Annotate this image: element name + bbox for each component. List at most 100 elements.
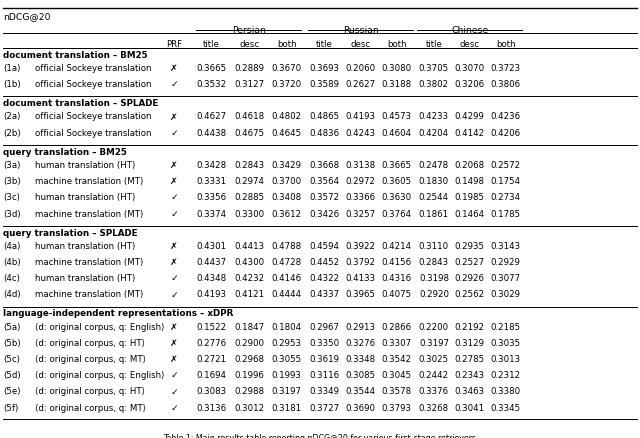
Text: 0.4452: 0.4452 (309, 258, 340, 267)
Text: 0.4146: 0.4146 (271, 274, 302, 283)
Text: ✗: ✗ (170, 339, 178, 348)
Text: 0.3307: 0.3307 (381, 339, 412, 348)
Text: 0.3665: 0.3665 (381, 161, 412, 170)
Text: 0.3136: 0.3136 (196, 404, 227, 413)
Text: 0.4728: 0.4728 (271, 258, 302, 267)
Text: 0.2068: 0.2068 (454, 161, 484, 170)
Text: 0.4233: 0.4233 (419, 113, 449, 121)
Text: ✓: ✓ (170, 388, 178, 396)
Text: machine translation (MT): machine translation (MT) (35, 177, 143, 186)
Text: 0.2442: 0.2442 (419, 371, 449, 380)
Text: 0.3055: 0.3055 (271, 355, 302, 364)
Text: Russian: Russian (343, 26, 378, 35)
Text: 0.2929: 0.2929 (491, 258, 520, 267)
Text: (5a): (5a) (3, 323, 20, 332)
Text: 0.2721: 0.2721 (196, 355, 227, 364)
Text: 0.3589: 0.3589 (310, 80, 339, 89)
Text: ✗: ✗ (170, 64, 178, 73)
Text: 0.3965: 0.3965 (346, 290, 375, 300)
Text: 0.3129: 0.3129 (454, 339, 484, 348)
Text: 0.4133: 0.4133 (345, 274, 376, 283)
Text: 0.3045: 0.3045 (381, 371, 412, 380)
Text: 0.1522: 0.1522 (196, 323, 227, 332)
Text: human translation (HT): human translation (HT) (35, 161, 136, 170)
Text: (2b): (2b) (3, 129, 21, 138)
Text: 0.3300: 0.3300 (234, 209, 265, 219)
Text: 0.4618: 0.4618 (234, 113, 265, 121)
Text: official Sockeye translation: official Sockeye translation (35, 129, 152, 138)
Text: 0.3564: 0.3564 (309, 177, 340, 186)
Text: 0.1861: 0.1861 (419, 209, 449, 219)
Text: 0.3670: 0.3670 (271, 64, 302, 73)
Text: Table 1: Main results table reporting nDCG@20 for various first-stage retrievers: Table 1: Main results table reporting nD… (163, 434, 477, 438)
Text: nDCG@20: nDCG@20 (3, 12, 51, 21)
Text: 0.2974: 0.2974 (235, 177, 264, 186)
Text: machine translation (MT): machine translation (MT) (35, 258, 143, 267)
Text: both: both (277, 40, 296, 49)
Text: ⟨d: original corpus, q: HT⟩: ⟨d: original corpus, q: HT⟩ (35, 388, 145, 396)
Text: 0.3605: 0.3605 (381, 177, 412, 186)
Text: 0.3720: 0.3720 (271, 80, 302, 89)
Text: 0.3380: 0.3380 (490, 388, 521, 396)
Text: 0.3542: 0.3542 (381, 355, 412, 364)
Text: machine translation (MT): machine translation (MT) (35, 290, 143, 300)
Text: 0.2192: 0.2192 (454, 323, 484, 332)
Text: (1a): (1a) (3, 64, 20, 73)
Text: ✗: ✗ (170, 355, 178, 364)
Text: 0.3630: 0.3630 (381, 193, 412, 202)
Text: 0.4299: 0.4299 (454, 113, 484, 121)
Text: 0.4337: 0.4337 (309, 290, 340, 300)
Text: 0.4322: 0.4322 (309, 274, 340, 283)
Text: 0.3035: 0.3035 (490, 339, 521, 348)
Text: 0.1985: 0.1985 (454, 193, 484, 202)
Text: ✗: ✗ (170, 258, 178, 267)
Text: ✗: ✗ (170, 323, 178, 332)
Text: human translation (HT): human translation (HT) (35, 193, 136, 202)
Text: 0.3429: 0.3429 (272, 161, 301, 170)
Text: Chinese: Chinese (451, 26, 488, 35)
Text: 0.2343: 0.2343 (454, 371, 484, 380)
Text: (2a): (2a) (3, 113, 20, 121)
Text: 0.4865: 0.4865 (309, 113, 340, 121)
Text: 0.3181: 0.3181 (271, 404, 302, 413)
Text: 0.3727: 0.3727 (309, 404, 340, 413)
Text: title: title (426, 40, 442, 49)
Text: 0.3138: 0.3138 (345, 161, 376, 170)
Text: ✓: ✓ (170, 290, 178, 300)
Text: 0.4316: 0.4316 (381, 274, 412, 283)
Text: 0.3345: 0.3345 (490, 404, 521, 413)
Text: 0.3700: 0.3700 (271, 177, 302, 186)
Text: 0.3356: 0.3356 (196, 193, 227, 202)
Text: 0.3197: 0.3197 (272, 388, 301, 396)
Text: ✗: ✗ (170, 113, 178, 121)
Text: 0.3572: 0.3572 (309, 193, 340, 202)
Text: query translation – SPLADE: query translation – SPLADE (3, 229, 138, 237)
Text: 0.4156: 0.4156 (381, 258, 412, 267)
Text: official Sockeye translation: official Sockeye translation (35, 113, 152, 121)
Text: ⟨d: original corpus, q: English⟩: ⟨d: original corpus, q: English⟩ (35, 371, 164, 380)
Text: 0.4232: 0.4232 (234, 274, 265, 283)
Text: 0.2866: 0.2866 (381, 323, 412, 332)
Text: 0.3206: 0.3206 (454, 80, 484, 89)
Text: 0.4204: 0.4204 (419, 129, 449, 138)
Text: 0.1804: 0.1804 (271, 323, 302, 332)
Text: 0.3349: 0.3349 (310, 388, 339, 396)
Text: 0.2968: 0.2968 (235, 355, 264, 364)
Text: 0.4214: 0.4214 (381, 242, 412, 251)
Text: ✓: ✓ (170, 80, 178, 89)
Text: 0.3428: 0.3428 (196, 161, 227, 170)
Text: language-independent representations – xDPR: language-independent representations – x… (3, 310, 234, 318)
Text: 0.3198: 0.3198 (419, 274, 449, 283)
Text: document translation – SPLADE: document translation – SPLADE (3, 99, 159, 108)
Text: 0.3802: 0.3802 (419, 80, 449, 89)
Text: (5d): (5d) (3, 371, 21, 380)
Text: 0.4604: 0.4604 (381, 129, 412, 138)
Text: 0.3376: 0.3376 (419, 388, 449, 396)
Text: 0.4142: 0.4142 (454, 129, 484, 138)
Text: human translation (HT): human translation (HT) (35, 242, 136, 251)
Text: 0.3806: 0.3806 (490, 80, 521, 89)
Text: ⟨d: original corpus, q: MT⟩: ⟨d: original corpus, q: MT⟩ (35, 355, 146, 364)
Text: 0.2478: 0.2478 (419, 161, 449, 170)
Text: both: both (496, 40, 515, 49)
Text: 0.3764: 0.3764 (381, 209, 412, 219)
